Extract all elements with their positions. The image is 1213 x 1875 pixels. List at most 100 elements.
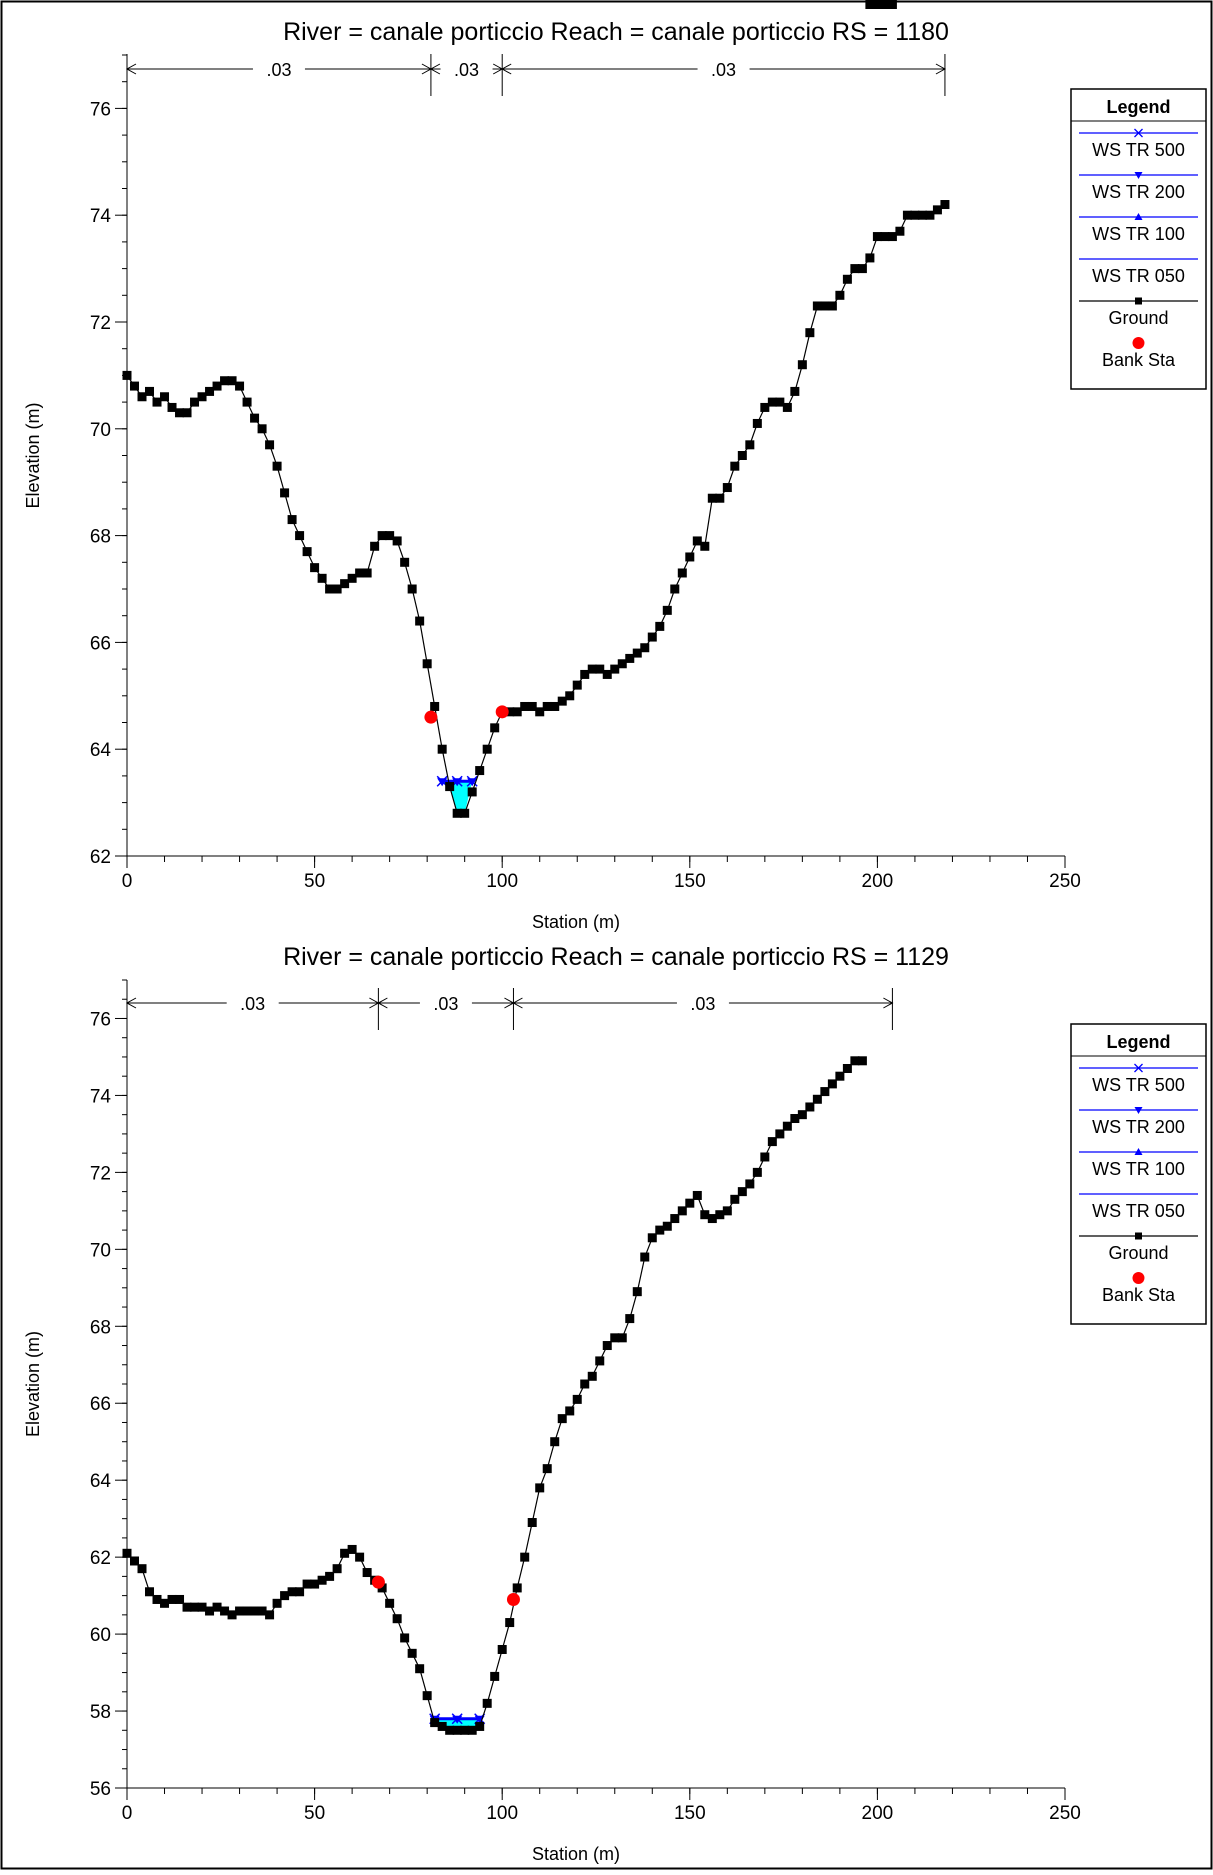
y-tick-label: 66 [90, 1394, 111, 1415]
ground-point [302, 547, 312, 557]
ground-point [467, 787, 477, 797]
ground-point [857, 264, 867, 274]
ground-point [205, 386, 215, 396]
ground-point [700, 541, 710, 551]
legend-entry-label: WS TR 500 [1092, 140, 1185, 160]
ground-point [865, 253, 875, 263]
y-tick-label: 72 [90, 313, 111, 334]
ground-point [362, 568, 372, 578]
legend-title: Legend [1106, 1032, 1170, 1052]
ground-point [197, 392, 207, 402]
ground-point [272, 461, 282, 471]
ground-point [467, 1725, 477, 1735]
ground-point [647, 1233, 657, 1243]
x-tick-label: 250 [1049, 1803, 1081, 1824]
ground-point [550, 701, 560, 711]
legend-marker-x [1134, 128, 1143, 138]
x-axis-label: Station (m) [532, 1844, 620, 1864]
legend-marker-circle [1132, 1272, 1145, 1284]
ground-point [265, 440, 275, 450]
ground-point [257, 1606, 267, 1616]
ground-point [377, 1583, 387, 1593]
ground-point [565, 1406, 575, 1416]
ground-point [797, 360, 807, 370]
ground-point [145, 1587, 155, 1597]
y-tick-label: 66 [90, 633, 111, 654]
legend: Legend WS TR 500 WS TR 200 WS TR 100 WS TR 0… [1070, 1023, 1207, 1325]
ground-point [167, 1594, 177, 1604]
ground-point [655, 621, 665, 631]
ground-point [775, 397, 785, 407]
ws-marker-triangle-down [452, 778, 463, 787]
ground-point [580, 669, 590, 679]
ground-point [407, 1648, 417, 1658]
mannings-n-label: .03 [690, 994, 715, 1014]
ground-point [542, 701, 552, 711]
ground-point [280, 488, 290, 498]
ground-point [437, 1721, 447, 1731]
cross-section-rs-1180: River = canale porticcio Reach = canale … [23, 18, 1207, 932]
ground-point [602, 1341, 612, 1351]
bank-station-marker [506, 1592, 520, 1606]
ground-point [685, 1198, 695, 1208]
y-tick-label: 62 [90, 847, 111, 868]
ground-point [280, 1591, 290, 1601]
ground-point [512, 707, 522, 717]
ground-point [340, 579, 350, 589]
ground-point [812, 1094, 822, 1104]
ground-point [287, 1587, 297, 1597]
ground-point [137, 1564, 147, 1574]
ground-point [692, 1190, 702, 1200]
cross-section-rs-1129: River = canale porticcio Reach = canale … [23, 0, 1207, 1864]
ground-point [272, 1598, 282, 1608]
ground-point [430, 1718, 440, 1728]
ground-point [385, 531, 395, 541]
ground-point [902, 210, 912, 220]
ground-point [257, 424, 267, 434]
x-tick-label: 100 [486, 1803, 518, 1824]
ground-point [677, 1206, 687, 1216]
ground-point [242, 1606, 252, 1616]
ground-point [332, 1564, 342, 1574]
ground-point [190, 397, 200, 407]
ground-point [152, 1594, 162, 1604]
ground-point [482, 744, 492, 754]
legend-entry-label: Bank Sta [1102, 1285, 1176, 1305]
ground-point [362, 1568, 372, 1578]
legend-entry-label: Bank Sta [1102, 350, 1176, 370]
ground-point [557, 696, 567, 706]
ground-point [662, 605, 672, 615]
ground-point [415, 616, 425, 626]
legend-entry-label: WS TR 050 [1092, 1201, 1185, 1221]
water-fill [442, 781, 473, 814]
ground-point [452, 1725, 462, 1735]
ws-marker-triangle-down [437, 778, 448, 787]
x-tick-label: 150 [674, 1803, 706, 1824]
legend-entry-label: WS TR 200 [1092, 182, 1185, 202]
ground-point [347, 1544, 357, 1554]
ground-point [760, 402, 770, 412]
legend-marker-square [1135, 297, 1142, 305]
x-tick-label: 200 [862, 871, 894, 892]
ground-point [655, 1225, 665, 1235]
ground-point [812, 301, 822, 311]
ground-point [190, 1602, 200, 1612]
ground-point [842, 274, 852, 284]
ground-point [122, 370, 132, 380]
ground-point [670, 584, 680, 594]
legend-entry-label: Ground [1108, 308, 1168, 328]
ground-point [572, 1394, 582, 1404]
ground-point [782, 1121, 792, 1131]
ground-point [580, 1379, 590, 1389]
x-tick-label: 0 [122, 1803, 133, 1824]
ground-point [535, 1483, 545, 1493]
y-axis-label: Elevation (m) [23, 402, 43, 508]
ground-point [332, 584, 342, 594]
mannings-n-label: .03 [433, 994, 458, 1014]
ws-marker-triangle-down [467, 778, 478, 787]
ground-point [167, 402, 177, 412]
ground-point [490, 1671, 500, 1681]
ground-point [392, 536, 402, 546]
